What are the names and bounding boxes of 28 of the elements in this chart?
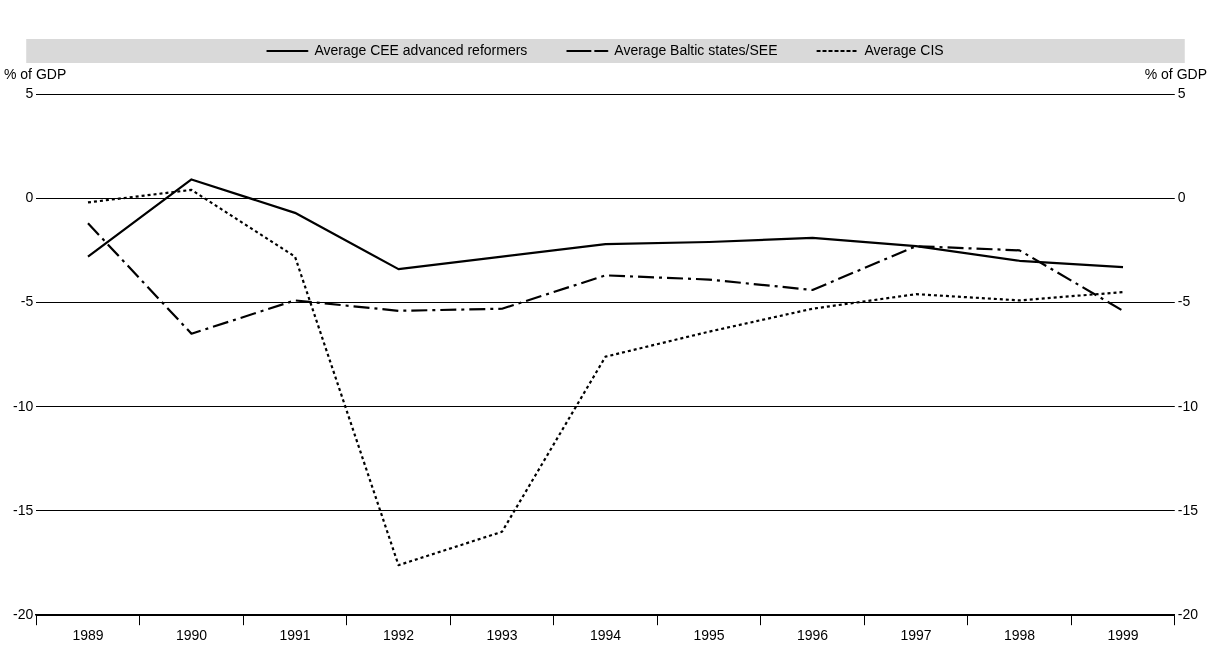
y2-tick-label: 0: [1177, 189, 1186, 206]
y-tick-label: 5: [25, 84, 34, 101]
y2-tick-label: -10: [1177, 397, 1199, 414]
x-tick-label: 1996: [796, 627, 829, 644]
x-tick-label: 1990: [175, 627, 208, 644]
x-tick-label: 1994: [589, 627, 622, 644]
x-tick-label: 1993: [486, 627, 518, 644]
x-tick-label: 1992: [382, 627, 415, 644]
y-tick-label: -5: [20, 293, 34, 310]
y-tick-label: -15: [13, 501, 34, 518]
x-tick-label: 1997: [900, 627, 932, 644]
y2-tick-label: -20: [1177, 606, 1199, 623]
y2-tick-label: -5: [1177, 293, 1191, 310]
legend-label: Average Baltic states/SEE: [614, 41, 778, 58]
y2-tick-label: -15: [1177, 501, 1199, 518]
y-axis-title: % of GDP: [4, 65, 67, 82]
legend-label: Average CIS: [864, 41, 944, 58]
legend-label: Average CEE advanced reformers: [314, 41, 528, 58]
x-tick-label: 1998: [1003, 627, 1036, 644]
y2-tick-label: 5: [1177, 84, 1186, 101]
x-tick-label: 1999: [1107, 627, 1139, 644]
x-tick-label: 1989: [72, 627, 104, 644]
x-tick-label: 1995: [693, 627, 725, 644]
y-tick-label: 0: [25, 189, 34, 206]
y-tick-label: -20: [13, 606, 34, 623]
y-tick-label: -10: [13, 397, 34, 414]
x-tick-label: 1991: [279, 627, 311, 644]
y2-axis-title: % of GDP: [1144, 65, 1207, 82]
